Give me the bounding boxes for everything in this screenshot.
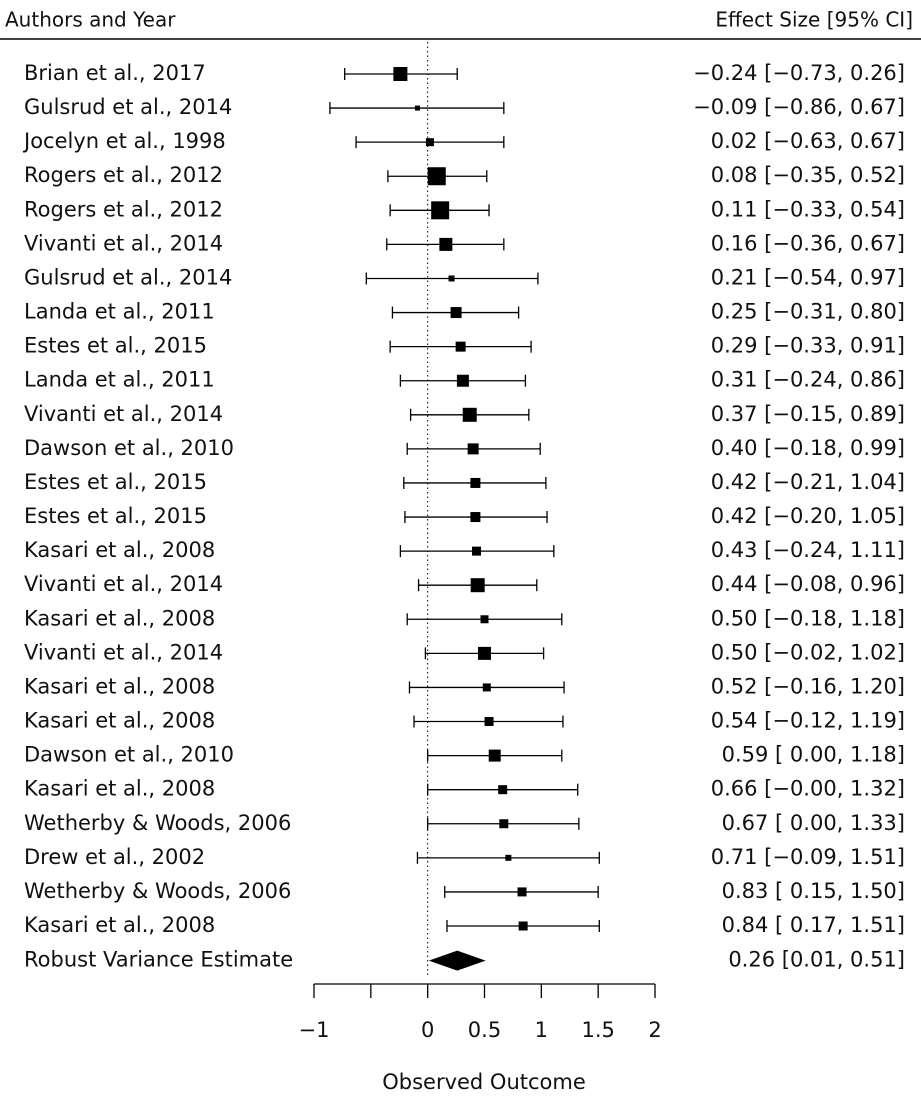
study-label: Kasari et al., 2008 [24,913,215,937]
estimate-square [414,105,420,111]
study-label: Vivanti et al., 2014 [24,640,223,664]
study-label: Drew et al., 2002 [24,845,205,869]
study-label: Kasari et al., 2008 [24,674,215,698]
effect-label: 0.37 [−0.15, 0.89] [711,402,905,426]
effect-label: 0.08 [−0.35, 0.52] [711,163,905,187]
study-label: Wetherby & Woods, 2006 [24,811,291,835]
estimate-square [455,341,466,352]
x-tick-label: 1 [535,1018,548,1042]
effect-label: 0.40 [−0.18, 0.99] [711,436,905,460]
estimate-square [505,854,512,861]
study-label: Jocelyn et al., 1998 [22,129,226,153]
effect-label: 0.42 [−0.20, 1.05] [711,504,905,528]
study-label: Dawson et al., 2010 [24,743,234,767]
estimate-square [425,138,434,147]
study-label: Brian et al., 2017 [24,61,206,85]
estimate-square [480,615,489,624]
effect-label: 0.43 [−0.24, 1.11] [711,538,905,562]
estimate-square [431,201,450,220]
effect-label: 0.31 [−0.24, 0.86] [711,368,905,392]
study-label: Vivanti et al., 2014 [24,402,223,426]
effect-label: 0.50 [−0.02, 1.02] [711,640,905,664]
effect-label: −0.24 [−0.73, 0.26] [693,61,905,85]
summary-label: Robust Variance Estimate [24,948,293,972]
effect-label: 0.42 [−0.21, 1.04] [711,470,905,494]
effect-label: 0.44 [−0.08, 0.96] [711,572,905,596]
x-tick-label: −1 [299,1018,330,1042]
effect-label: 0.02 [−0.63, 0.67] [711,129,905,153]
effect-label: 0.59 [ 0.00, 1.18] [722,743,905,767]
estimate-square [498,785,508,795]
study-label: Kasari et al., 2008 [24,606,215,630]
x-tick-label: 2 [648,1018,661,1042]
estimate-square [517,887,527,897]
effect-label: 0.54 [−0.12, 1.19] [711,709,905,733]
study-label: Estes et al., 2015 [24,504,207,528]
estimate-square [456,374,469,387]
study-label: Gulsrud et al., 2014 [24,95,232,119]
study-label: Vivanti et al., 2014 [24,572,223,596]
estimate-square [467,443,479,455]
effect-label: 0.16 [−0.36, 0.67] [711,231,905,255]
effect-label: 0.25 [−0.31, 0.80] [711,300,905,324]
x-tick-label: 1.5 [581,1018,614,1042]
estimate-square [427,167,446,186]
study-label: Kasari et al., 2008 [24,777,215,801]
study-label: Estes et al., 2015 [24,334,207,358]
study-label: Wetherby & Woods, 2006 [24,879,291,903]
study-label: Kasari et al., 2008 [24,538,215,562]
study-label: Vivanti et al., 2014 [24,231,223,255]
x-tick-label: 0 [421,1018,434,1042]
estimate-square [472,546,482,556]
estimate-square [482,683,491,692]
estimate-square [499,819,509,829]
right-header: Effect Size [95% CI] [715,8,913,32]
study-label: Gulsrud et al., 2014 [24,265,232,289]
estimate-square [484,717,494,727]
effect-label: 0.29 [−0.33, 0.91] [711,334,905,358]
estimate-square [470,578,485,593]
study-label: Rogers et al., 2012 [24,197,223,221]
effect-label: 0.67 [ 0.00, 1.33] [722,811,905,835]
effect-label: 0.50 [−0.18, 1.18] [711,606,905,630]
study-label: Kasari et al., 2008 [24,709,215,733]
study-label: Dawson et al., 2010 [24,436,234,460]
effect-label: 0.66 [−0.00, 1.32] [711,777,905,801]
study-label: Landa et al., 2011 [24,300,215,324]
summary-effect-label: 0.26 [0.01, 0.51] [728,948,905,972]
x-axis-label: Observed Outcome [382,1070,586,1094]
estimate-square [488,749,501,762]
effect-label: 0.71 [−0.09, 1.51] [711,845,905,869]
estimate-square [518,921,528,931]
study-label: Estes et al., 2015 [24,470,207,494]
estimate-square [478,646,491,660]
effect-label: 0.21 [−0.54, 0.97] [711,265,905,289]
estimate-square [462,407,477,422]
effect-label: 0.11 [−0.33, 0.54] [711,197,905,221]
estimate-square [470,477,481,488]
estimate-square [448,275,455,282]
x-tick-label: 0.5 [468,1018,501,1042]
study-label: Landa et al., 2011 [24,368,215,392]
summary-diamond [428,950,486,971]
study-label: Rogers et al., 2012 [24,163,223,187]
effect-label: 0.83 [ 0.15, 1.50] [722,879,905,903]
estimate-square [470,512,481,523]
estimate-square [393,67,408,81]
effect-label: 0.52 [−0.16, 1.20] [711,674,905,698]
effect-label: −0.09 [−0.86, 0.67] [693,95,905,119]
estimate-square [450,307,462,319]
effect-label: 0.84 [ 0.17, 1.51] [722,913,905,937]
left-header: Authors and Year [5,8,176,32]
estimate-square [439,237,453,251]
